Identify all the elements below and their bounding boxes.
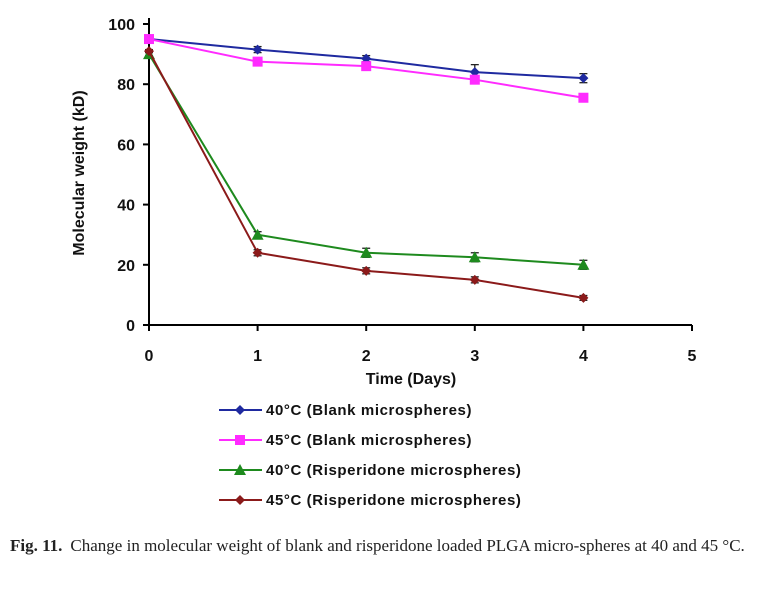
series-3 — [143, 48, 590, 270]
legend-item-2: 45°C (Blank microspheres) — [219, 432, 472, 449]
caption-text: Change in molecular weight of blank and … — [70, 536, 745, 555]
legend-label: 45°C (Blank microspheres) — [266, 432, 472, 449]
data-point — [578, 292, 589, 303]
figure-caption: Fig. 11. Change in molecular weight of bl… — [10, 535, 750, 557]
series-line — [148, 53, 584, 266]
data-point — [468, 251, 481, 263]
y-axis-label: Molecular weight (kD) — [71, 90, 88, 255]
y-tick-label: 80 — [117, 77, 135, 94]
legend-marker — [235, 495, 245, 505]
y-tick-label: 20 — [117, 258, 135, 275]
y-tick-label: 0 — [126, 318, 135, 335]
legend-item-1: 40°C (Blank microspheres) — [219, 402, 472, 419]
chart-axes: 0 20 40 60 80 100 0 1 2 3 4 5 — [108, 17, 696, 365]
data-point — [252, 44, 263, 55]
data-point — [577, 258, 590, 270]
data-point — [252, 56, 263, 67]
x-tick-label: 0 — [145, 348, 154, 365]
data-point — [144, 46, 154, 57]
x-tick-label: 1 — [253, 348, 262, 365]
data-point — [144, 34, 154, 45]
legend-marker — [235, 435, 245, 445]
caption-label: Fig. 11. — [10, 536, 63, 555]
x-tick-label: 2 — [362, 348, 371, 365]
x-tick-label: 3 — [470, 348, 479, 365]
data-point — [361, 265, 372, 276]
data-point — [252, 247, 263, 258]
data-point — [469, 274, 480, 285]
x-tick-label: 4 — [579, 348, 588, 365]
x-axis-label: Time (Days) — [366, 371, 456, 388]
legend-marker — [234, 464, 246, 475]
y-tick-label: 100 — [108, 17, 135, 34]
x-tick-label: 5 — [688, 348, 697, 365]
data-point — [578, 92, 589, 103]
line-chart: 0 20 40 60 80 100 0 1 2 3 4 5 Time (Days) Molecular… — [71, 17, 697, 509]
data-point — [361, 61, 372, 72]
data-point — [469, 74, 480, 85]
legend-label: 40°C (Blank microspheres) — [266, 402, 472, 419]
data-point — [578, 73, 589, 84]
legend-label: 40°C (Risperidone microspheres) — [266, 462, 522, 479]
data-point — [361, 53, 372, 64]
chart-series — [143, 34, 590, 303]
y-tick-label: 60 — [117, 137, 135, 154]
legend-item-3: 40°C (Risperidone microspheres) — [219, 462, 522, 479]
y-tick-label: 40 — [117, 198, 135, 215]
legend-label: 45°C (Risperidone microspheres) — [266, 492, 522, 509]
series-1 — [144, 34, 589, 84]
data-point — [251, 228, 264, 240]
data-point — [360, 246, 373, 258]
legend-item-4: 45°C (Risperidone microspheres) — [219, 492, 522, 509]
series-4 — [144, 46, 589, 303]
legend-marker — [235, 405, 245, 415]
data-point — [469, 67, 480, 78]
series-2 — [144, 34, 589, 103]
chart-legend: 40°C (Blank microspheres) 45°C (Blank mic… — [219, 402, 522, 509]
